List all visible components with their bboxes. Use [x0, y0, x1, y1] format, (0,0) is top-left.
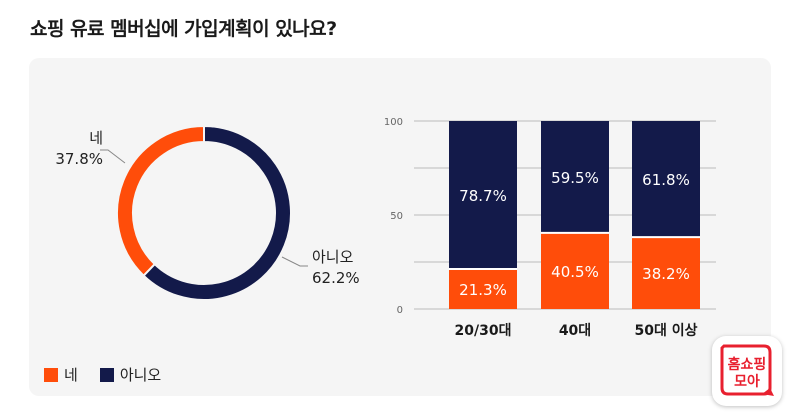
- x-tick-label: 40대: [559, 323, 591, 339]
- donut-value-no: 62.2%: [312, 269, 360, 287]
- x-tick-label: 20/30대: [455, 323, 512, 339]
- bar-value-label: 78.7%: [459, 187, 507, 205]
- svg-text:모아: 모아: [734, 373, 760, 390]
- logo-icon: 홈쇼핑 모아: [720, 344, 774, 396]
- y-tick-label: 50: [390, 211, 403, 222]
- bar-value-label: 21.3%: [459, 281, 507, 299]
- leader-line-no: [281, 256, 308, 267]
- y-tick-label: 100: [384, 117, 403, 128]
- bar-value-label: 61.8%: [642, 171, 690, 189]
- legend-item-no: 아니오: [99, 364, 162, 385]
- leader-line-yes: [100, 149, 126, 164]
- bar-yes: [632, 237, 700, 309]
- legend-label-no: 아니오: [119, 366, 162, 384]
- homeshopping-moa-logo: 홈쇼핑 모아: [712, 336, 782, 406]
- bar-value-label: 38.2%: [642, 265, 690, 283]
- legend-item-yes: 네: [44, 364, 78, 385]
- legend-swatch-no: [99, 367, 114, 382]
- svg-text:홈쇼핑: 홈쇼핑: [728, 356, 767, 373]
- bar-no: [541, 121, 609, 233]
- y-tick-label: 0: [397, 305, 403, 316]
- donut-label-yes: 네: [89, 129, 103, 147]
- legend-label-yes: 네: [64, 366, 78, 384]
- legend: 네 아니오: [44, 364, 183, 385]
- legend-swatch-yes: [44, 367, 58, 382]
- bar-value-label: 40.5%: [551, 263, 599, 281]
- donut-value-yes: 37.8%: [55, 150, 103, 168]
- donut-slice-no: [142, 124, 292, 301]
- donut-label-no: 아니오: [312, 248, 354, 266]
- bar-no: [449, 121, 517, 269]
- bar-value-label: 59.5%: [551, 169, 599, 187]
- bar-yes: [541, 232, 609, 309]
- x-tick-label: 50대 이상: [635, 322, 698, 339]
- page-title: 쇼핑 유료 멤버십에 가입계획이 있나요?: [30, 18, 337, 40]
- bar-yes: [449, 268, 517, 309]
- bar-no: [632, 121, 700, 238]
